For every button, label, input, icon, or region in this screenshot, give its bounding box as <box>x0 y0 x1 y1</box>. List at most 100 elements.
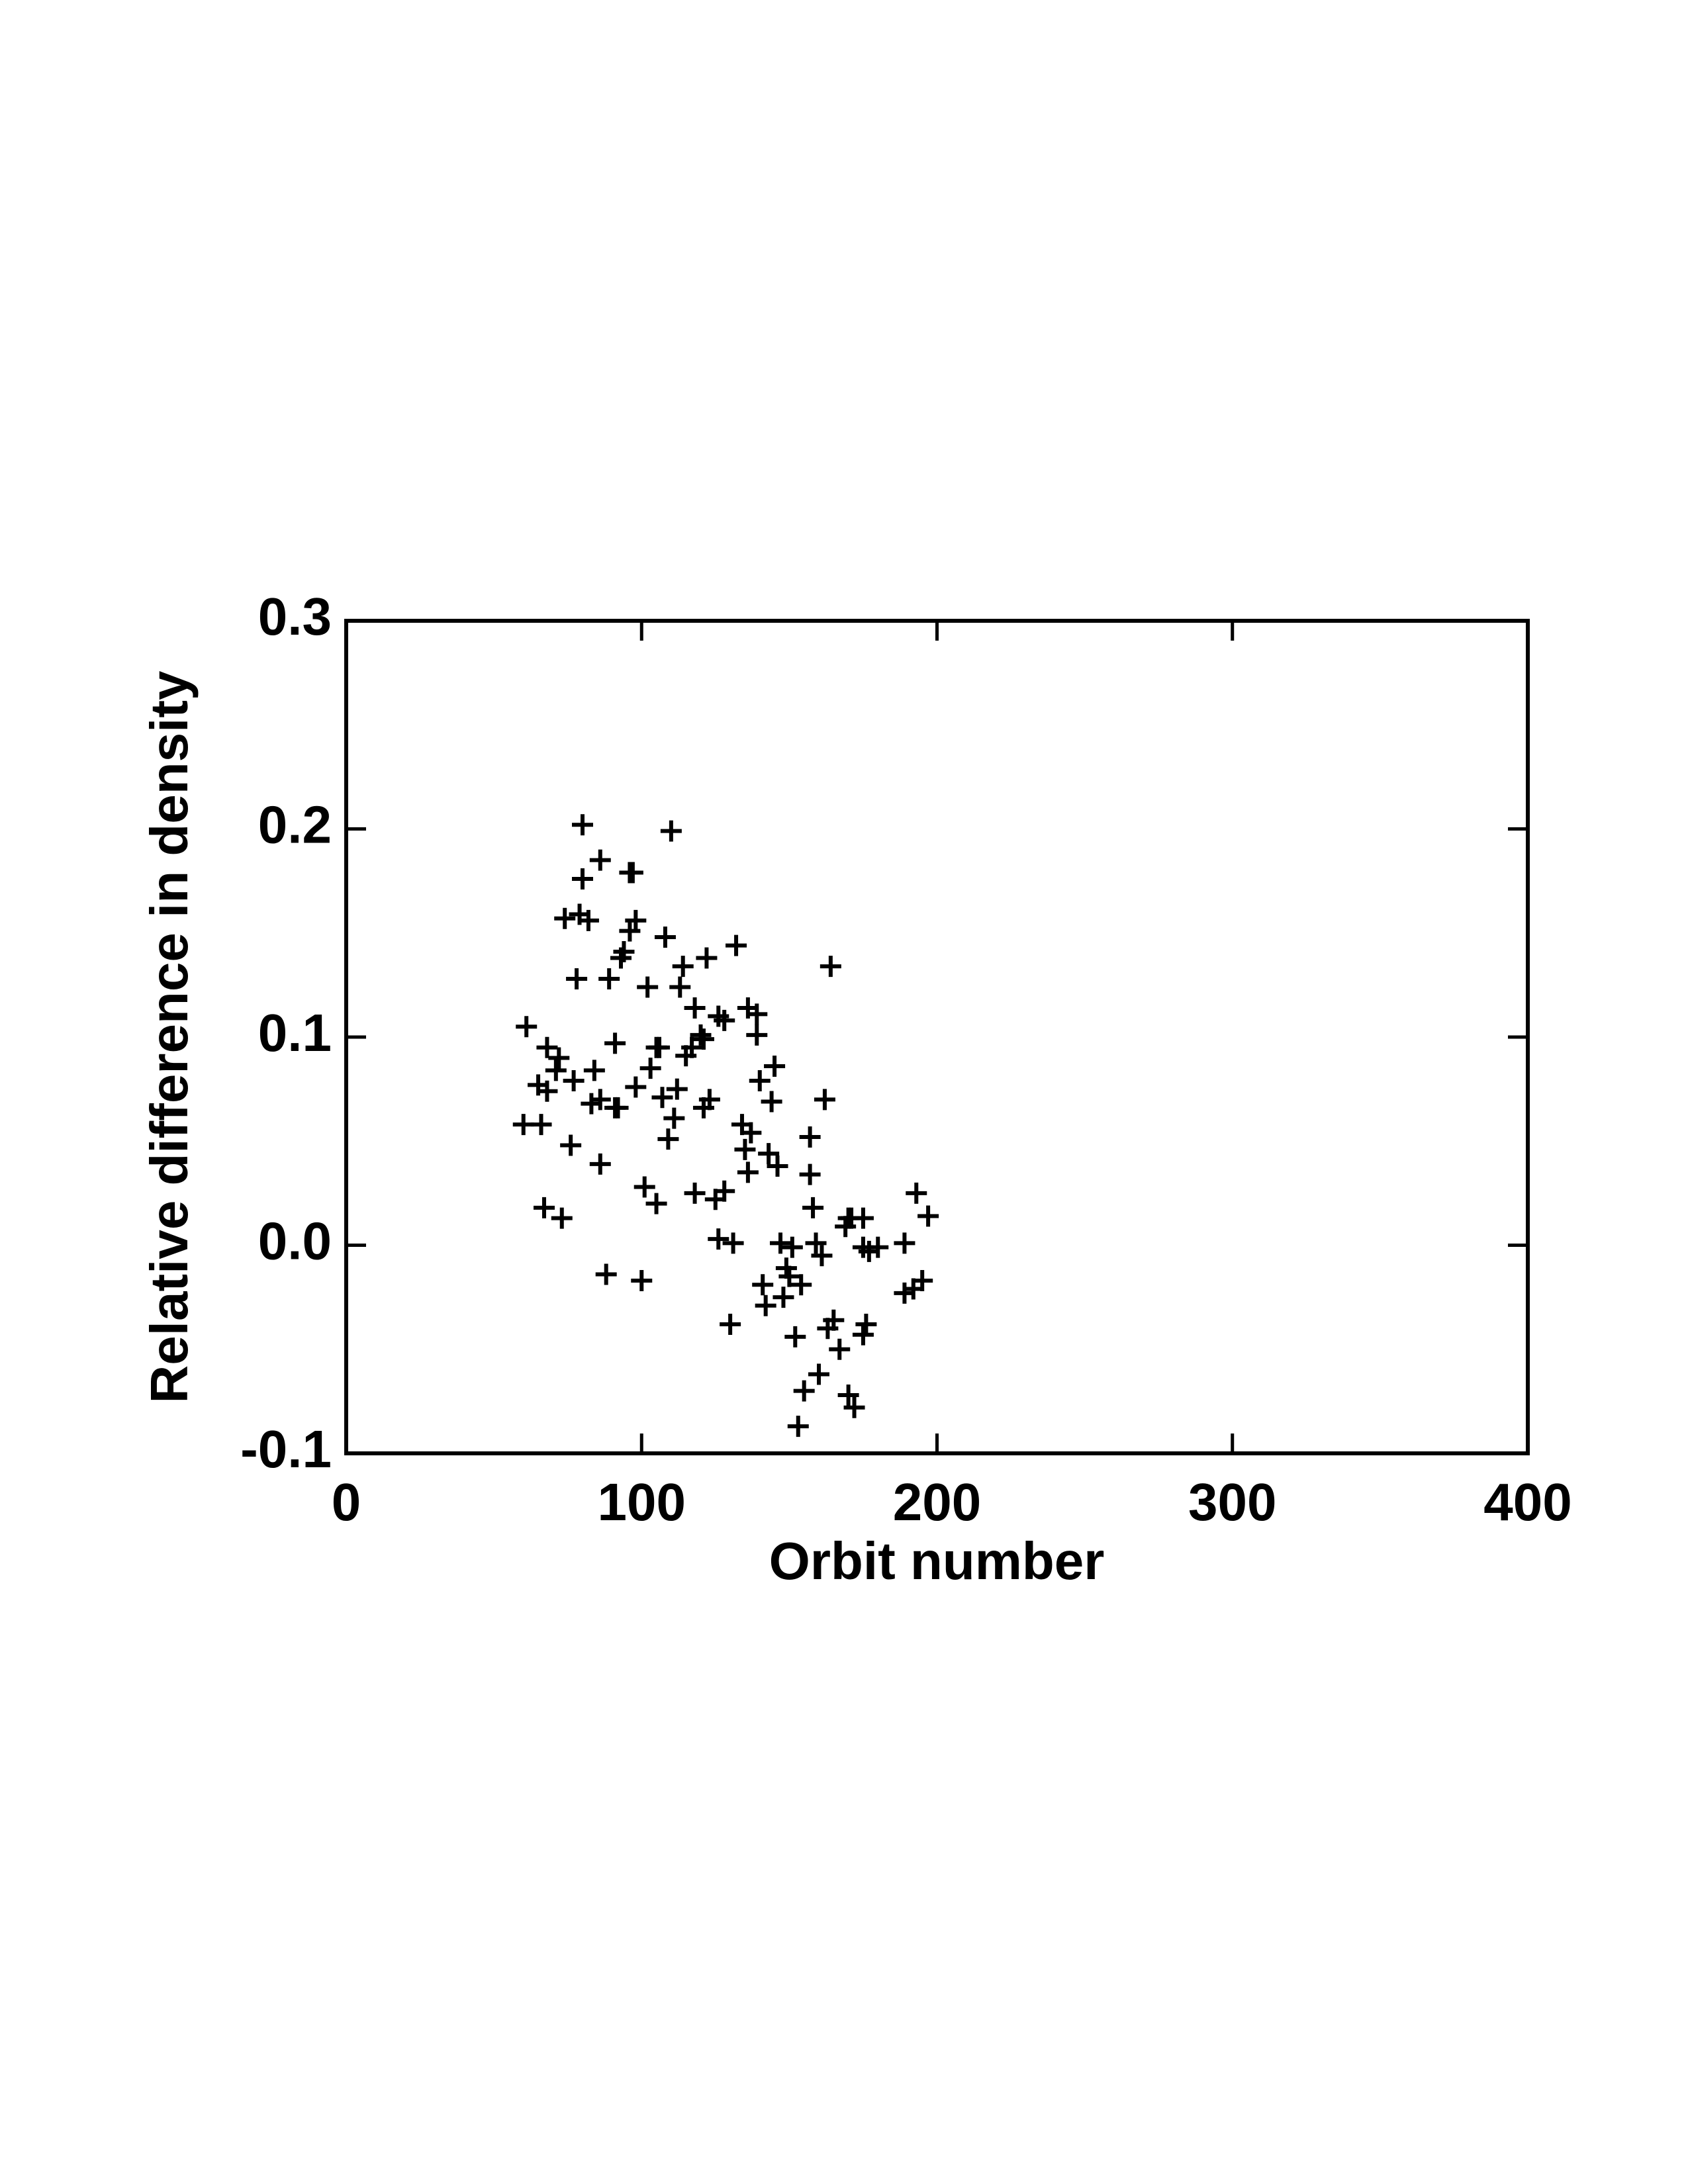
data-point <box>906 1182 927 1204</box>
data-point <box>607 1097 629 1118</box>
data-point <box>666 1078 688 1100</box>
data-point <box>551 1207 573 1229</box>
data-point <box>660 820 682 842</box>
data-point <box>631 1269 653 1291</box>
data-point <box>758 1143 780 1165</box>
data-point <box>639 1058 661 1079</box>
data-point <box>684 997 706 1019</box>
data-point <box>917 1205 939 1227</box>
data-point <box>734 1138 756 1160</box>
data-point <box>554 907 576 929</box>
data-point <box>894 1232 915 1254</box>
data-point <box>799 1163 821 1185</box>
data-point <box>613 941 635 963</box>
data-point <box>799 1126 821 1148</box>
data-point <box>622 862 643 884</box>
data-point <box>837 1384 859 1406</box>
data-point <box>663 1107 685 1129</box>
y-tick-label: -0.1 <box>240 1420 332 1479</box>
data-point <box>512 1114 534 1136</box>
y-axis-title: Relative difference in density <box>140 670 199 1404</box>
data-point <box>536 1080 558 1102</box>
y-tick-label: 0.1 <box>258 1003 332 1062</box>
data-point <box>737 1161 759 1183</box>
data-point <box>764 1056 786 1077</box>
data-point <box>787 1416 809 1437</box>
data-point <box>577 909 599 931</box>
data-point <box>672 956 694 978</box>
data-point <box>790 1274 812 1296</box>
y-tick-label: 0.2 <box>258 796 332 854</box>
data-point <box>793 1380 815 1402</box>
data-point <box>589 849 611 871</box>
data-point <box>769 1232 791 1254</box>
data-point <box>820 956 841 978</box>
data-point <box>781 1236 803 1258</box>
data-point <box>767 1155 788 1177</box>
data-point <box>814 1089 835 1111</box>
data-point <box>755 1295 776 1316</box>
data-point <box>595 1263 617 1285</box>
data-point <box>698 1089 720 1111</box>
data-point <box>533 1197 555 1218</box>
data-point <box>516 1016 538 1038</box>
data-point <box>530 1114 552 1136</box>
x-tick-label: 200 <box>893 1473 981 1531</box>
data-point <box>669 976 691 998</box>
x-tick-label: 100 <box>598 1473 686 1531</box>
data-point <box>649 1036 671 1058</box>
data-point <box>637 976 659 998</box>
data-point <box>654 927 676 948</box>
data-point <box>726 934 747 956</box>
data-point <box>625 1076 647 1098</box>
data-point <box>589 1089 611 1111</box>
data-point <box>784 1326 806 1347</box>
data-point <box>563 1070 585 1092</box>
data-point <box>752 1274 774 1296</box>
data-point <box>583 1060 605 1081</box>
data-point <box>589 1153 611 1175</box>
data-point <box>696 947 718 969</box>
x-tick-label: 400 <box>1483 1473 1571 1531</box>
x-tick-label: 0 <box>332 1473 361 1531</box>
data-point <box>867 1236 889 1258</box>
data-point <box>805 1232 827 1254</box>
y-tick-label: 0.0 <box>258 1212 332 1271</box>
data-point <box>714 1180 735 1202</box>
data-point <box>692 1028 714 1050</box>
x-axis-title: Orbit number <box>769 1531 1105 1590</box>
data-point <box>625 909 647 931</box>
data-point <box>746 1024 768 1046</box>
data-point <box>560 1134 582 1156</box>
data-point <box>852 1324 874 1345</box>
data-point <box>811 1245 833 1267</box>
data-point <box>714 1009 735 1031</box>
data-point <box>690 1024 712 1046</box>
data-point <box>722 1232 744 1254</box>
data-point <box>778 1265 800 1287</box>
data-point <box>566 968 588 989</box>
data-point <box>604 1032 626 1054</box>
y-tick-label: 0.3 <box>258 587 332 646</box>
data-point <box>912 1269 933 1291</box>
data-point <box>548 1047 570 1069</box>
data-point <box>633 1176 655 1198</box>
data-point <box>684 1182 706 1204</box>
data-point <box>572 814 593 836</box>
data-point <box>749 1070 771 1092</box>
data-point <box>808 1363 829 1385</box>
data-point <box>852 1207 874 1229</box>
data-point <box>843 1396 865 1418</box>
data-point <box>855 1314 877 1336</box>
data-point <box>536 1036 558 1058</box>
data-point <box>657 1128 679 1150</box>
data-point <box>651 1087 673 1109</box>
data-point <box>720 1314 741 1336</box>
data-point <box>645 1193 667 1214</box>
data-point <box>823 1309 845 1331</box>
data-point <box>598 968 620 989</box>
data-point <box>761 1091 782 1113</box>
plot-frame <box>344 619 1530 1455</box>
